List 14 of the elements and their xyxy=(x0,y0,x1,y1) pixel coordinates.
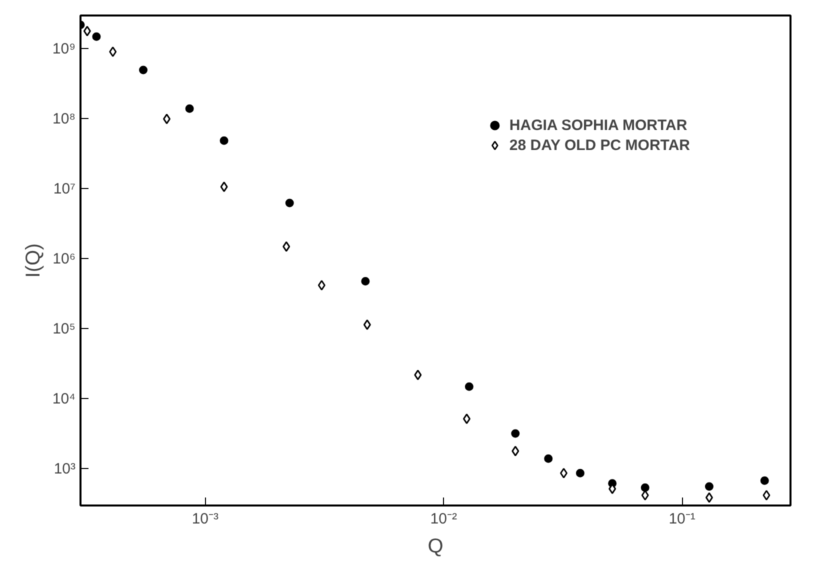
y-tick-label: 10³ xyxy=(54,460,76,478)
x-axis-title: Q xyxy=(428,536,444,558)
y-tick-label: 10⁹ xyxy=(52,40,76,58)
y-tick-label: 10⁷ xyxy=(53,180,76,198)
y-tick-label: 10⁸ xyxy=(52,110,76,128)
x-tick-label: 10⁻² xyxy=(430,510,457,528)
y-axis-title: I(Q) xyxy=(22,243,44,278)
x-tick-label: 10⁻³ xyxy=(192,510,219,528)
y-tick-label: 10⁴ xyxy=(52,390,76,408)
y-tick-label: 10⁵ xyxy=(52,320,76,338)
legend-label: 28 DAY OLD PC MORTAR xyxy=(509,136,690,154)
y-tick-label: 10⁶ xyxy=(52,250,76,268)
x-tick-label: 10⁻¹ xyxy=(668,510,696,528)
legend-label: HAGIA SOPHIA MORTAR xyxy=(509,116,688,134)
